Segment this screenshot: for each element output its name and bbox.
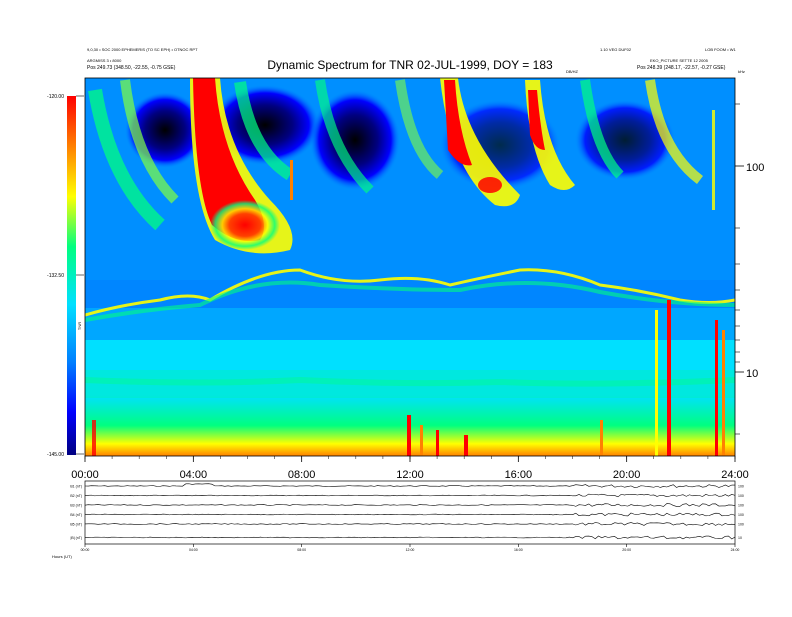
bottom-x-tick-label: 20:00 <box>622 548 631 552</box>
header-right-line1: 1.10 VEG DUF02 <box>600 47 632 52</box>
bottom-trace-line <box>84 503 736 507</box>
bottom-trace-scale: 100 <box>738 504 744 508</box>
header-right-line2: LOB FOOM • W1 <box>705 47 737 52</box>
x-axis: 00:00 04:00 08:00 12:00 16:00 20:00 24:00 <box>71 456 749 481</box>
bottom-trace-line <box>84 535 736 540</box>
bottom-trace-scale: 100 <box>738 485 744 489</box>
bottom-trace-label: B3 (nT) <box>70 504 82 508</box>
colorbar-label-mid: -132.50 <box>47 273 64 279</box>
header-right-line4: Pos 248.39 (248.17, -22.57, -0.27 GSE) <box>637 65 726 71</box>
dbhz-label: DB/HZ <box>566 69 579 74</box>
bottom-panel-frame <box>84 480 736 545</box>
bottom-x-tick-label: 04:00 <box>189 548 198 552</box>
header-left-line2: ARGMISS 3 • 8000 <box>87 58 122 63</box>
burst-1330-core <box>444 80 472 166</box>
dark-region-2 <box>210 85 320 165</box>
bottom-streaks <box>92 110 725 456</box>
colorbar-label-bottom: -145.00 <box>47 452 64 458</box>
x-tick-label: 00:00 <box>71 469 99 481</box>
bottom-trace-line <box>84 512 736 517</box>
bottom-x-tick-label: 16:00 <box>514 548 523 552</box>
bottom-trace-scale: 100 <box>738 523 744 527</box>
bottom-trace-scale: 100 <box>738 494 744 498</box>
bottom-trace-scale: 100 <box>738 513 744 517</box>
bottom-footer: Hours (UT) <box>52 554 72 559</box>
y-tick-10: 10 <box>746 368 758 380</box>
khz-label: kHz <box>738 69 745 74</box>
bottom-trace-scale: 10 <box>738 536 742 540</box>
chart-title: Dynamic Spectrum for TNR 02-JUL-1999, DO… <box>267 58 553 72</box>
bottom-trace-label: B1 (nT) <box>70 485 82 489</box>
x-tick-label: 20:00 <box>613 469 641 481</box>
mid-band <box>85 268 735 317</box>
colorbar-label-top: -120.00 <box>47 94 64 100</box>
bottom-trace-label: B2 (nT) <box>70 494 82 498</box>
bottom-trace-line <box>84 522 736 526</box>
bottom-trace-label: B4 (nT) <box>70 513 82 517</box>
spectrogram <box>85 78 735 456</box>
header-left-line3: Pos 249.73 (348.50, -22.55, -0.75 GSE) <box>87 65 176 71</box>
x-tick-label: 16:00 <box>505 469 533 481</box>
bottom-trace-label: B5 (nT) <box>70 523 82 527</box>
y-tick-100: 100 <box>746 162 764 174</box>
bottom-x-tick-label: 00:00 <box>81 548 90 552</box>
x-tick-label: 12:00 <box>396 469 424 481</box>
bottom-x-tick-label: 08:00 <box>297 548 306 552</box>
bottom-x-tick-label: 24:00 <box>731 548 740 552</box>
header-left-line1: 9,0,30 • SOC 2000 EPHEMERIS (TO SC EPH) … <box>87 47 198 52</box>
bottom-x-tick-label: 12:00 <box>406 548 415 552</box>
header-right-line3: EKO_PICTURE SETTE 12 2005 <box>650 58 709 63</box>
x-tick-label: 08:00 <box>288 469 316 481</box>
bottom-trace-line <box>84 483 736 488</box>
x-tick-label: 04:00 <box>180 469 208 481</box>
x-tick-label: 24:00 <box>721 469 749 481</box>
colorbar <box>67 96 76 455</box>
bottom-trace-line <box>84 493 736 498</box>
y-axis <box>735 103 744 435</box>
colorbar-unit: TNR <box>77 322 82 330</box>
burst-1330-outer <box>440 78 520 207</box>
colorbar-ticks <box>76 95 84 455</box>
bottom-trace-label: |B| (nT) <box>70 536 82 540</box>
